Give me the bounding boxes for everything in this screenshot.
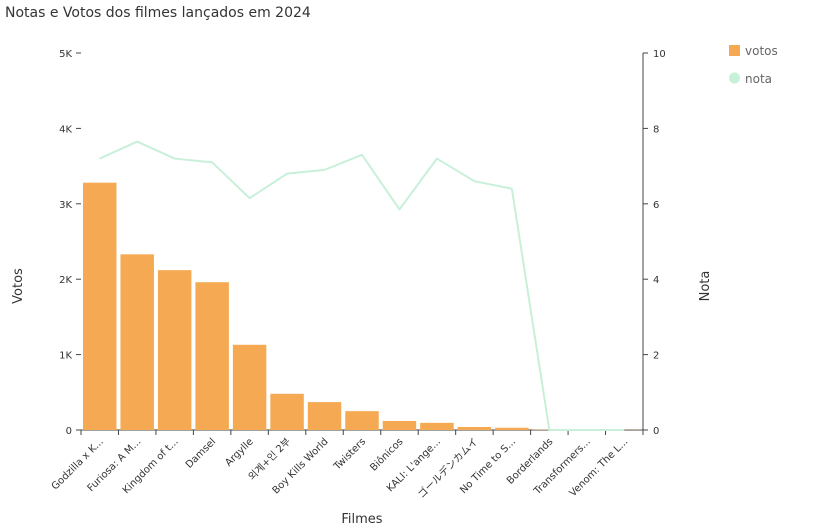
x-tick-label: Twisters — [331, 436, 368, 473]
left-tick-label: 2K — [59, 275, 72, 286]
left-tick-label: 5K — [59, 49, 72, 60]
votos-bar — [157, 270, 192, 430]
chart-title: Notas e Votos dos filmes lançados em 202… — [5, 5, 311, 21]
legend-label-votos: votos — [745, 44, 778, 58]
votos-bar — [382, 420, 417, 430]
right-tick-label: 6 — [653, 200, 659, 211]
votos-bars — [83, 182, 641, 430]
right-tick-label: 2 — [653, 351, 659, 362]
votos-bar — [270, 393, 304, 430]
nota-line — [99, 140, 625, 431]
right-tick-label: 8 — [653, 124, 659, 135]
legend: votos nota — [729, 44, 778, 86]
legend-swatch-nota — [729, 72, 740, 84]
votos-bar — [345, 411, 379, 430]
x-tick-label: Biônicos — [368, 436, 406, 474]
right-y-axis: 0 2 4 6 8 10 — [642, 49, 666, 437]
left-tick-label: 3K — [59, 200, 72, 211]
votos-bar — [83, 182, 117, 430]
votos-bar — [420, 422, 454, 430]
legend-swatch-votos — [729, 45, 740, 56]
legend-label-nota: nota — [745, 72, 772, 86]
votos-bar — [457, 426, 492, 430]
votos-bar — [307, 402, 342, 430]
right-tick-label: 0 — [653, 426, 659, 437]
left-tick-label: 1K — [59, 351, 72, 362]
votos-bar — [232, 344, 267, 430]
right-tick-label: 10 — [653, 49, 666, 60]
y-axis-title: Votos — [11, 268, 26, 304]
left-tick-label: 0 — [66, 426, 72, 437]
x-axis: Godzilla x K...Furiosa: A M...Kingdom of… — [50, 429, 644, 501]
x-tick-label: Damsel — [184, 436, 218, 470]
y2-axis-title: Nota — [698, 271, 713, 302]
left-y-axis: 0 1K 2K 3K 4K 5K — [59, 49, 81, 437]
votos-bar — [195, 282, 229, 430]
x-tick-label: Argylle — [223, 436, 255, 468]
votos-bar — [495, 427, 529, 430]
x-axis-title: Filmes — [341, 512, 382, 527]
left-tick-label: 4K — [59, 124, 72, 135]
right-tick-label: 4 — [653, 275, 659, 286]
nota-series-line — [99, 140, 625, 431]
votos-bar — [120, 254, 154, 430]
